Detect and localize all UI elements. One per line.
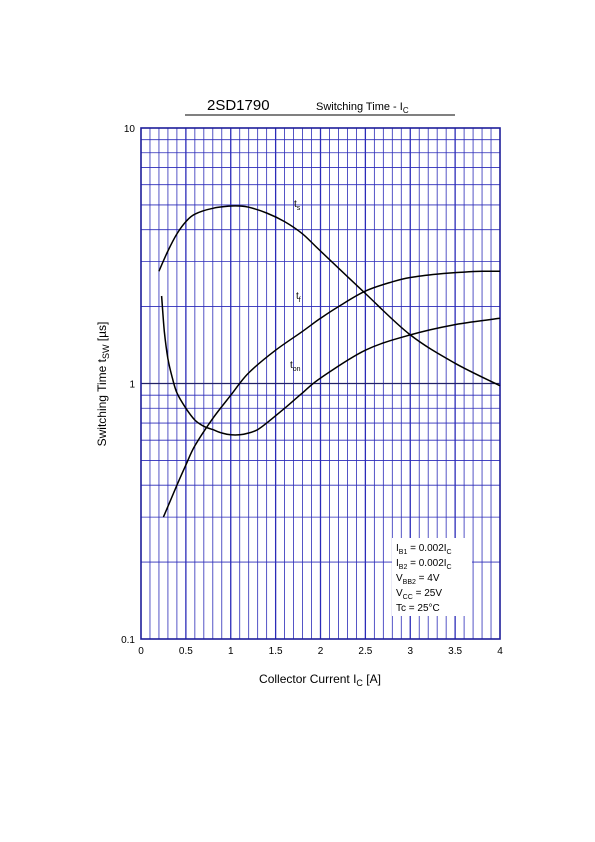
curve-tf [162, 270, 501, 518]
x-tick-label: 0.5 [179, 646, 193, 657]
chart-subtitle-sub: C [403, 106, 409, 115]
condition-ib1: IB1 = 0.002IC [396, 543, 452, 556]
label-ton: ton [290, 360, 301, 373]
y-tick-label: 10 [124, 124, 136, 135]
x-tick-label: 3.5 [448, 646, 462, 657]
label-ton-main: t [290, 360, 293, 371]
y-tick-label: 0.1 [121, 635, 135, 646]
label-tf-sub: f [299, 297, 301, 304]
x-tick-label: 1 [228, 646, 234, 657]
condition-tc: Tc = 25°C [396, 603, 440, 614]
y-axis-label: Switching Time tSW [µs] [95, 322, 111, 447]
plot-frame [140, 127, 501, 640]
label-ts: ts [294, 199, 301, 212]
chart-title: 2SD1790 [207, 97, 270, 114]
x-tick-label: 0 [138, 646, 144, 657]
x-tick-label: 4 [497, 646, 503, 657]
condition-vcc: VCC = 25V [396, 588, 442, 601]
curve-ts [158, 205, 501, 387]
chart-subtitle: Switching Time - IC [316, 101, 409, 115]
label-ton-sub: on [293, 366, 301, 373]
x-tick-label: 1.5 [269, 646, 283, 657]
x-tick-label: 3 [407, 646, 413, 657]
x-axis-tick-labels: 0 0.5 1 1.5 2 2.5 3 3.5 4 [138, 646, 503, 657]
label-ts-main: t [294, 199, 297, 210]
label-ts-sub: s [297, 205, 301, 212]
grid-major [141, 128, 500, 639]
condition-vbb2: VBB2 = 4V [396, 573, 440, 586]
x-axis-label: Collector Current IC [A] [259, 672, 381, 688]
y-tick-label: 1 [129, 380, 135, 391]
label-tf-main: t [296, 291, 299, 302]
x-tick-label: 2.5 [358, 646, 372, 657]
condition-ib2: IB2 = 0.002IC [396, 558, 452, 571]
x-tick-label: 2 [318, 646, 324, 657]
label-tf: tf [296, 291, 301, 304]
chart-subtitle-main: Switching Time - I [316, 101, 403, 113]
curves [158, 205, 501, 518]
y-axis-tick-labels: 0.1 1 10 [121, 124, 135, 646]
curve-ton [160, 295, 501, 436]
conditions-box [392, 538, 472, 616]
